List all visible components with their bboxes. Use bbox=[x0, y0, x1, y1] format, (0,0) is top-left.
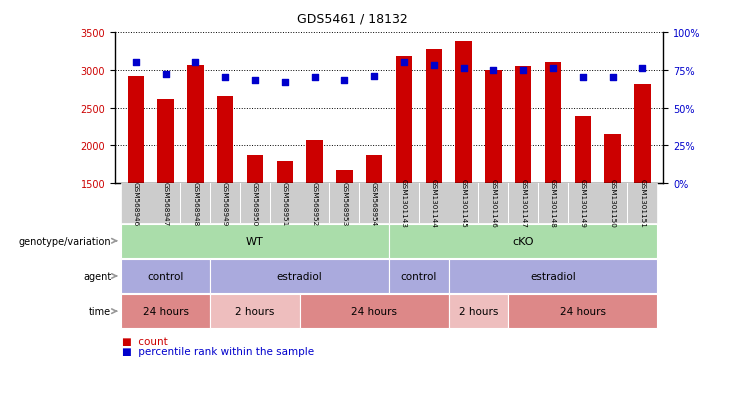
Bar bbox=[396, 57, 412, 184]
Point bbox=[190, 60, 202, 66]
Bar bbox=[455, 42, 472, 184]
Text: GSM568950: GSM568950 bbox=[252, 181, 258, 225]
Point bbox=[368, 74, 380, 80]
Text: GSM568947: GSM568947 bbox=[162, 181, 168, 225]
Text: GSM1301144: GSM1301144 bbox=[431, 179, 436, 228]
Text: GSM568952: GSM568952 bbox=[311, 181, 318, 225]
Text: GSM568946: GSM568946 bbox=[133, 181, 139, 225]
Point bbox=[458, 66, 470, 73]
Bar bbox=[634, 85, 651, 184]
Text: time: time bbox=[89, 306, 111, 316]
Text: 24 hours: 24 hours bbox=[559, 306, 605, 316]
Point bbox=[219, 75, 231, 82]
Point bbox=[249, 78, 261, 85]
Text: GSM568948: GSM568948 bbox=[193, 181, 199, 225]
Text: GSM1301148: GSM1301148 bbox=[550, 179, 556, 228]
Text: GSM1301151: GSM1301151 bbox=[639, 179, 645, 228]
Point bbox=[308, 75, 320, 82]
Bar bbox=[157, 100, 173, 184]
Text: GDS5461 / 18132: GDS5461 / 18132 bbox=[296, 12, 408, 25]
Text: 2 hours: 2 hours bbox=[459, 306, 498, 316]
Text: GSM1301147: GSM1301147 bbox=[520, 179, 526, 228]
Text: GSM1301145: GSM1301145 bbox=[460, 179, 467, 228]
Bar bbox=[515, 67, 531, 184]
Text: GSM568954: GSM568954 bbox=[371, 181, 377, 225]
Point bbox=[398, 60, 410, 66]
Bar bbox=[276, 161, 293, 184]
Text: GSM568949: GSM568949 bbox=[222, 181, 228, 225]
Text: estradiol: estradiol bbox=[530, 271, 576, 281]
Text: agent: agent bbox=[83, 271, 111, 281]
Point bbox=[607, 75, 619, 82]
Text: 2 hours: 2 hours bbox=[235, 306, 275, 316]
Point bbox=[517, 67, 529, 74]
Point bbox=[339, 78, 350, 85]
Text: estradiol: estradiol bbox=[276, 271, 322, 281]
Point bbox=[547, 66, 559, 73]
Bar bbox=[336, 170, 353, 184]
Text: GSM1301146: GSM1301146 bbox=[491, 179, 496, 228]
Bar bbox=[217, 97, 233, 184]
Bar bbox=[485, 71, 502, 184]
Text: 24 hours: 24 hours bbox=[351, 306, 397, 316]
Bar bbox=[247, 155, 263, 184]
Text: ■  count: ■ count bbox=[122, 336, 168, 346]
Point bbox=[279, 79, 290, 86]
Text: control: control bbox=[147, 271, 184, 281]
Text: cKO: cKO bbox=[512, 236, 534, 246]
Text: GSM568951: GSM568951 bbox=[282, 181, 288, 225]
Text: genotype/variation: genotype/variation bbox=[19, 236, 111, 246]
Point bbox=[637, 66, 648, 73]
Text: ■  percentile rank within the sample: ■ percentile rank within the sample bbox=[122, 346, 314, 356]
Text: GSM568953: GSM568953 bbox=[342, 181, 348, 225]
Text: 24 hours: 24 hours bbox=[142, 306, 188, 316]
Bar bbox=[187, 66, 204, 184]
Point bbox=[488, 67, 499, 74]
Text: GSM1301149: GSM1301149 bbox=[579, 179, 585, 228]
Bar bbox=[127, 77, 144, 184]
Point bbox=[130, 60, 142, 66]
Text: GSM1301150: GSM1301150 bbox=[610, 179, 616, 228]
Point bbox=[428, 63, 439, 69]
Point bbox=[576, 75, 588, 82]
Text: GSM1301143: GSM1301143 bbox=[401, 179, 407, 228]
Text: control: control bbox=[401, 271, 437, 281]
Bar bbox=[605, 135, 621, 184]
Bar bbox=[545, 63, 561, 184]
Bar bbox=[425, 50, 442, 184]
Text: WT: WT bbox=[246, 236, 264, 246]
Point bbox=[159, 72, 171, 78]
Bar bbox=[366, 156, 382, 184]
Bar bbox=[306, 141, 323, 184]
Bar bbox=[574, 117, 591, 184]
